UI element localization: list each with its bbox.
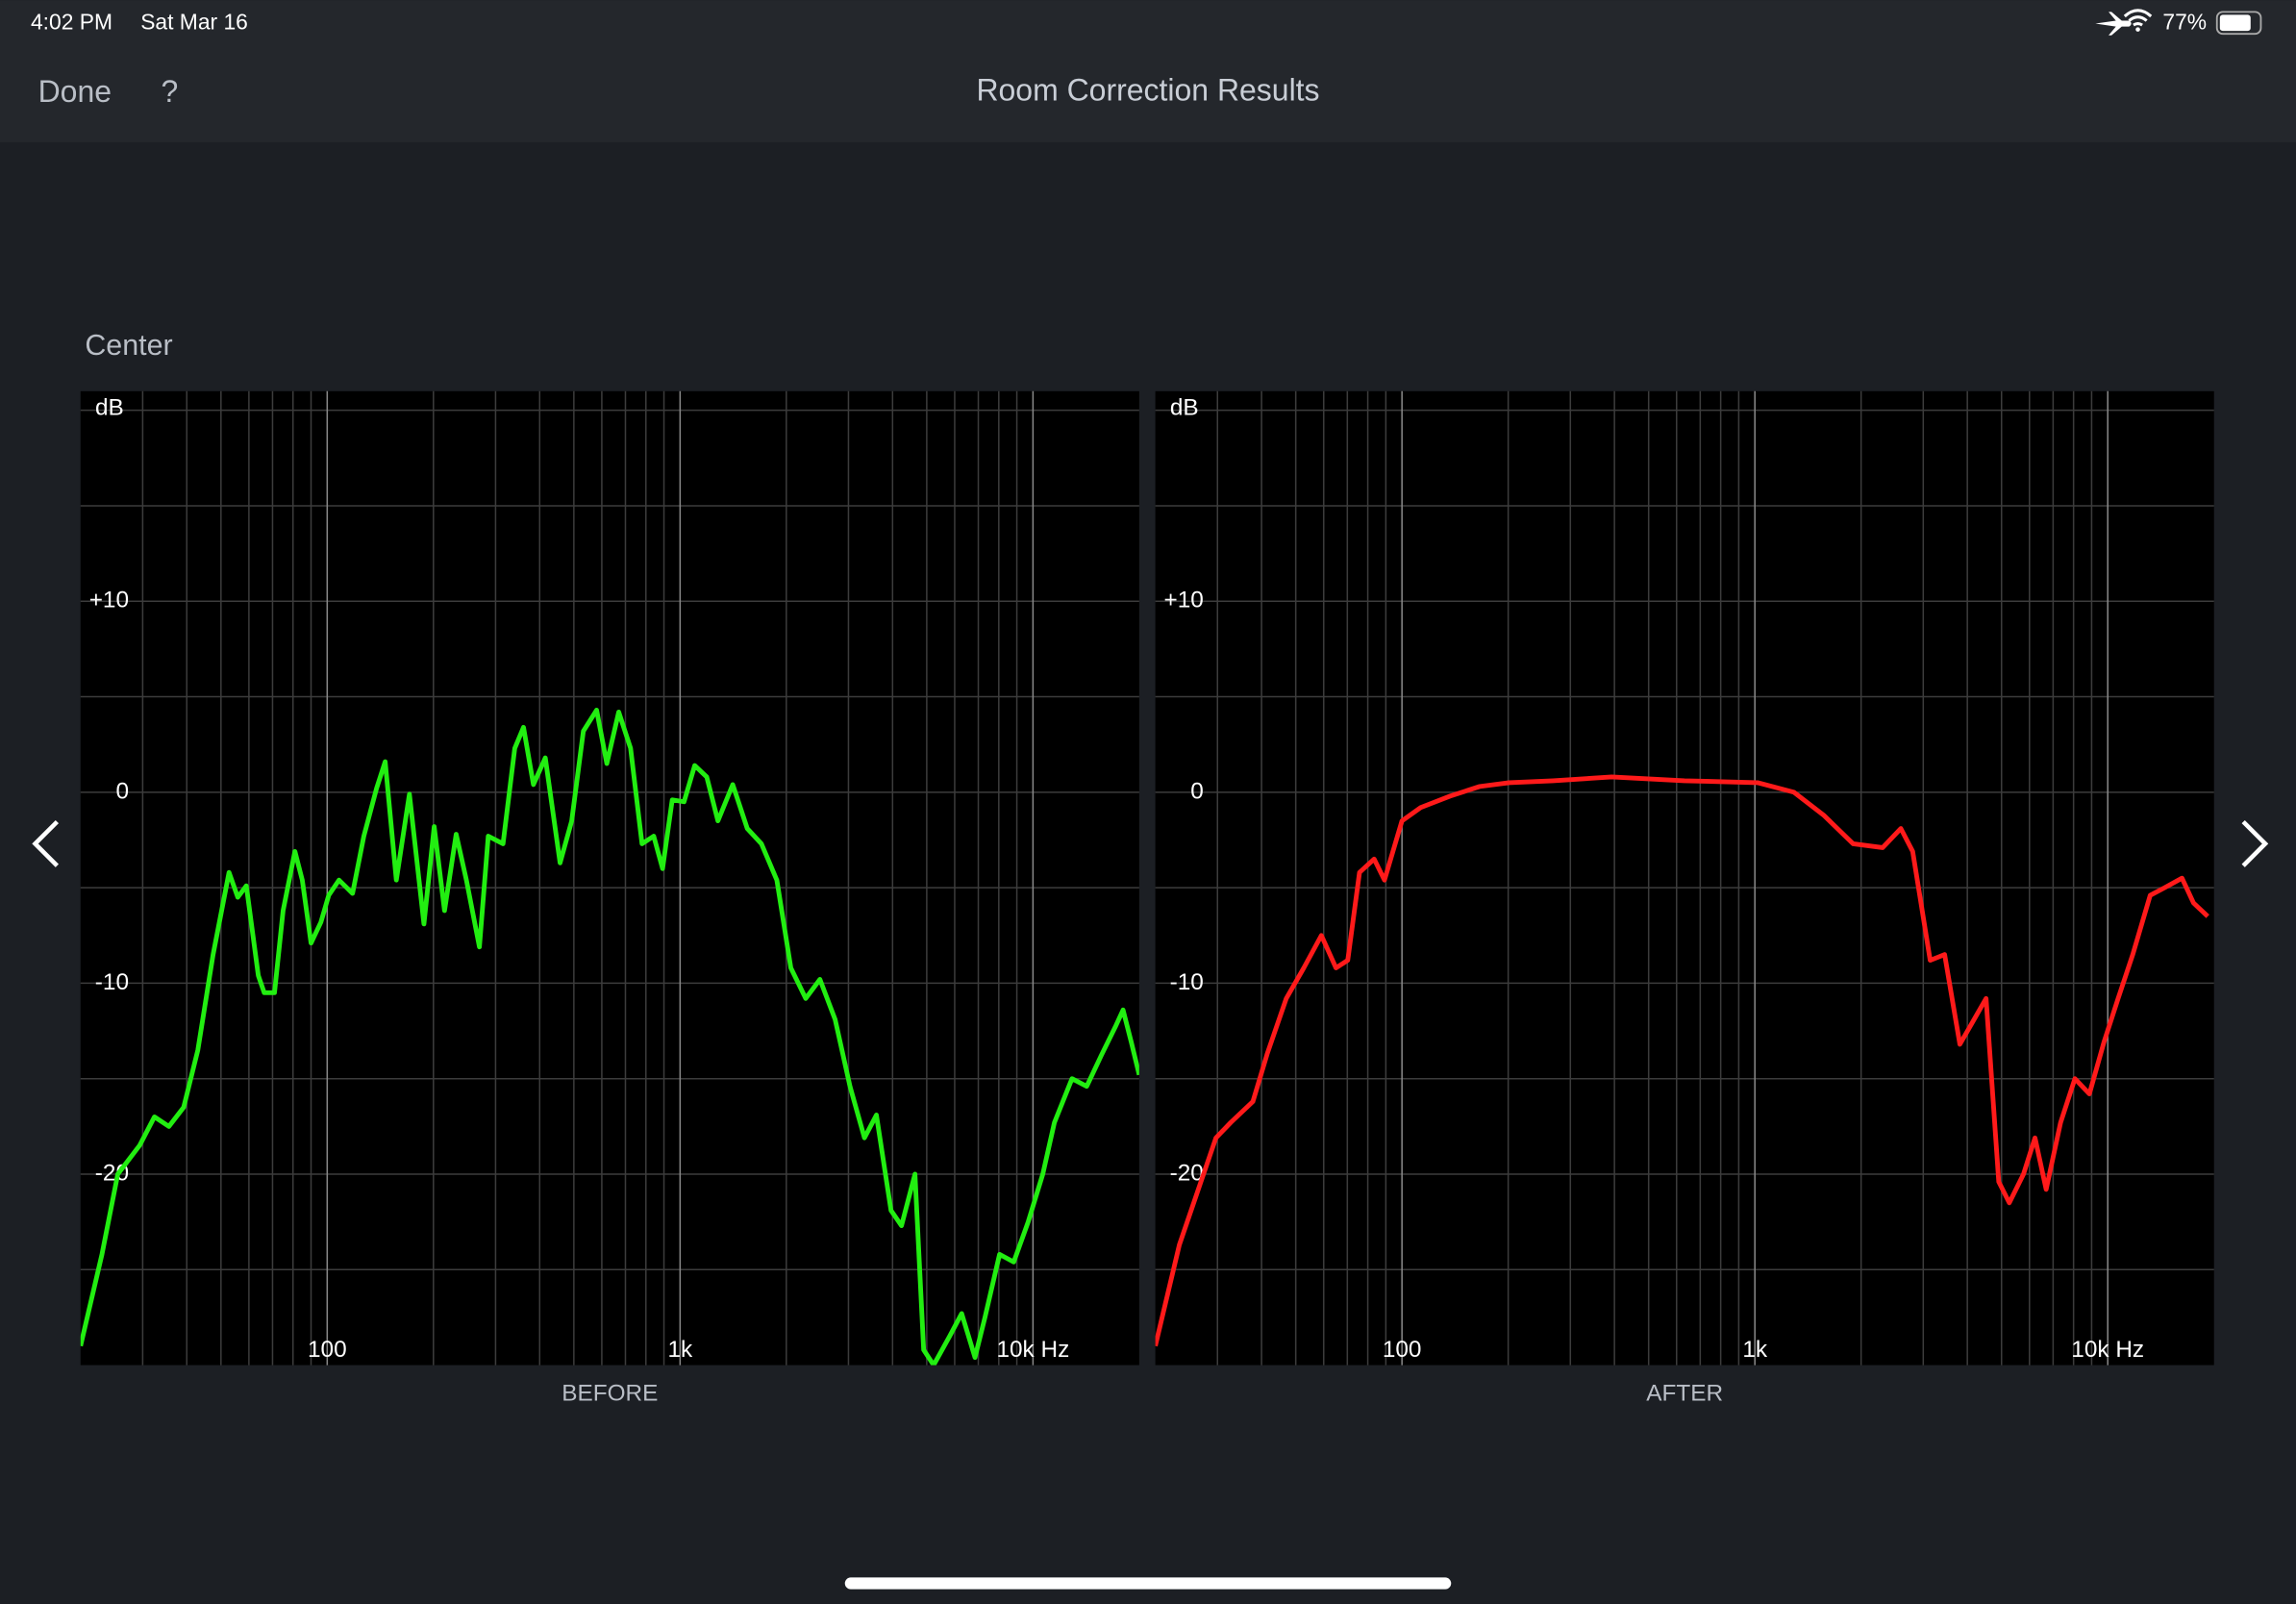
wifi-dot	[2135, 27, 2140, 32]
x-tick-label: 10k Hz	[996, 1337, 1069, 1363]
y-tick-label: +10	[1164, 588, 1204, 614]
y-tick-label: 0	[1190, 778, 1204, 804]
y-axis-label: dB	[95, 395, 124, 421]
response-curve	[80, 707, 1139, 1366]
section-label: Center	[85, 329, 172, 362]
chart-title: BEFORE	[562, 1380, 658, 1406]
battery-level: 77%	[2162, 10, 2207, 35]
battery-fill	[2219, 14, 2251, 32]
x-tick-label: 1k	[667, 1337, 693, 1363]
chart-title: AFTER	[1646, 1380, 1723, 1406]
y-tick-label: -20	[1170, 1160, 1204, 1186]
battery-icon	[2215, 11, 2262, 36]
plot-area	[80, 390, 1139, 1366]
airplane-icon	[2095, 12, 2132, 36]
y-tick-label: +10	[89, 588, 129, 614]
status-date: Sat Mar 16	[140, 10, 248, 35]
y-tick-label: -10	[1170, 969, 1204, 995]
status-time: 4:02 PM	[31, 10, 112, 35]
wifi-icon	[2123, 9, 2153, 27]
x-tick-label: 1k	[1742, 1337, 1768, 1363]
x-tick-label: 100	[1383, 1337, 1422, 1363]
plot-area	[1155, 390, 2214, 1366]
page-title: Room Correction Results	[976, 73, 1319, 108]
done-button[interactable]: Done	[38, 74, 112, 109]
y-axis-label: dB	[1170, 395, 1199, 421]
y-tick-label: 0	[115, 778, 129, 804]
x-tick-label: 10k Hz	[2071, 1337, 2144, 1363]
home-indicator	[844, 1577, 1452, 1590]
response-curve	[1155, 774, 2209, 1347]
y-tick-label: -10	[95, 969, 129, 995]
nav-bar	[0, 0, 2296, 142]
next-arrow[interactable]	[2241, 819, 2269, 867]
prev-arrow[interactable]	[32, 819, 60, 867]
help-button[interactable]: ?	[162, 74, 179, 109]
x-tick-label: 100	[308, 1337, 347, 1363]
